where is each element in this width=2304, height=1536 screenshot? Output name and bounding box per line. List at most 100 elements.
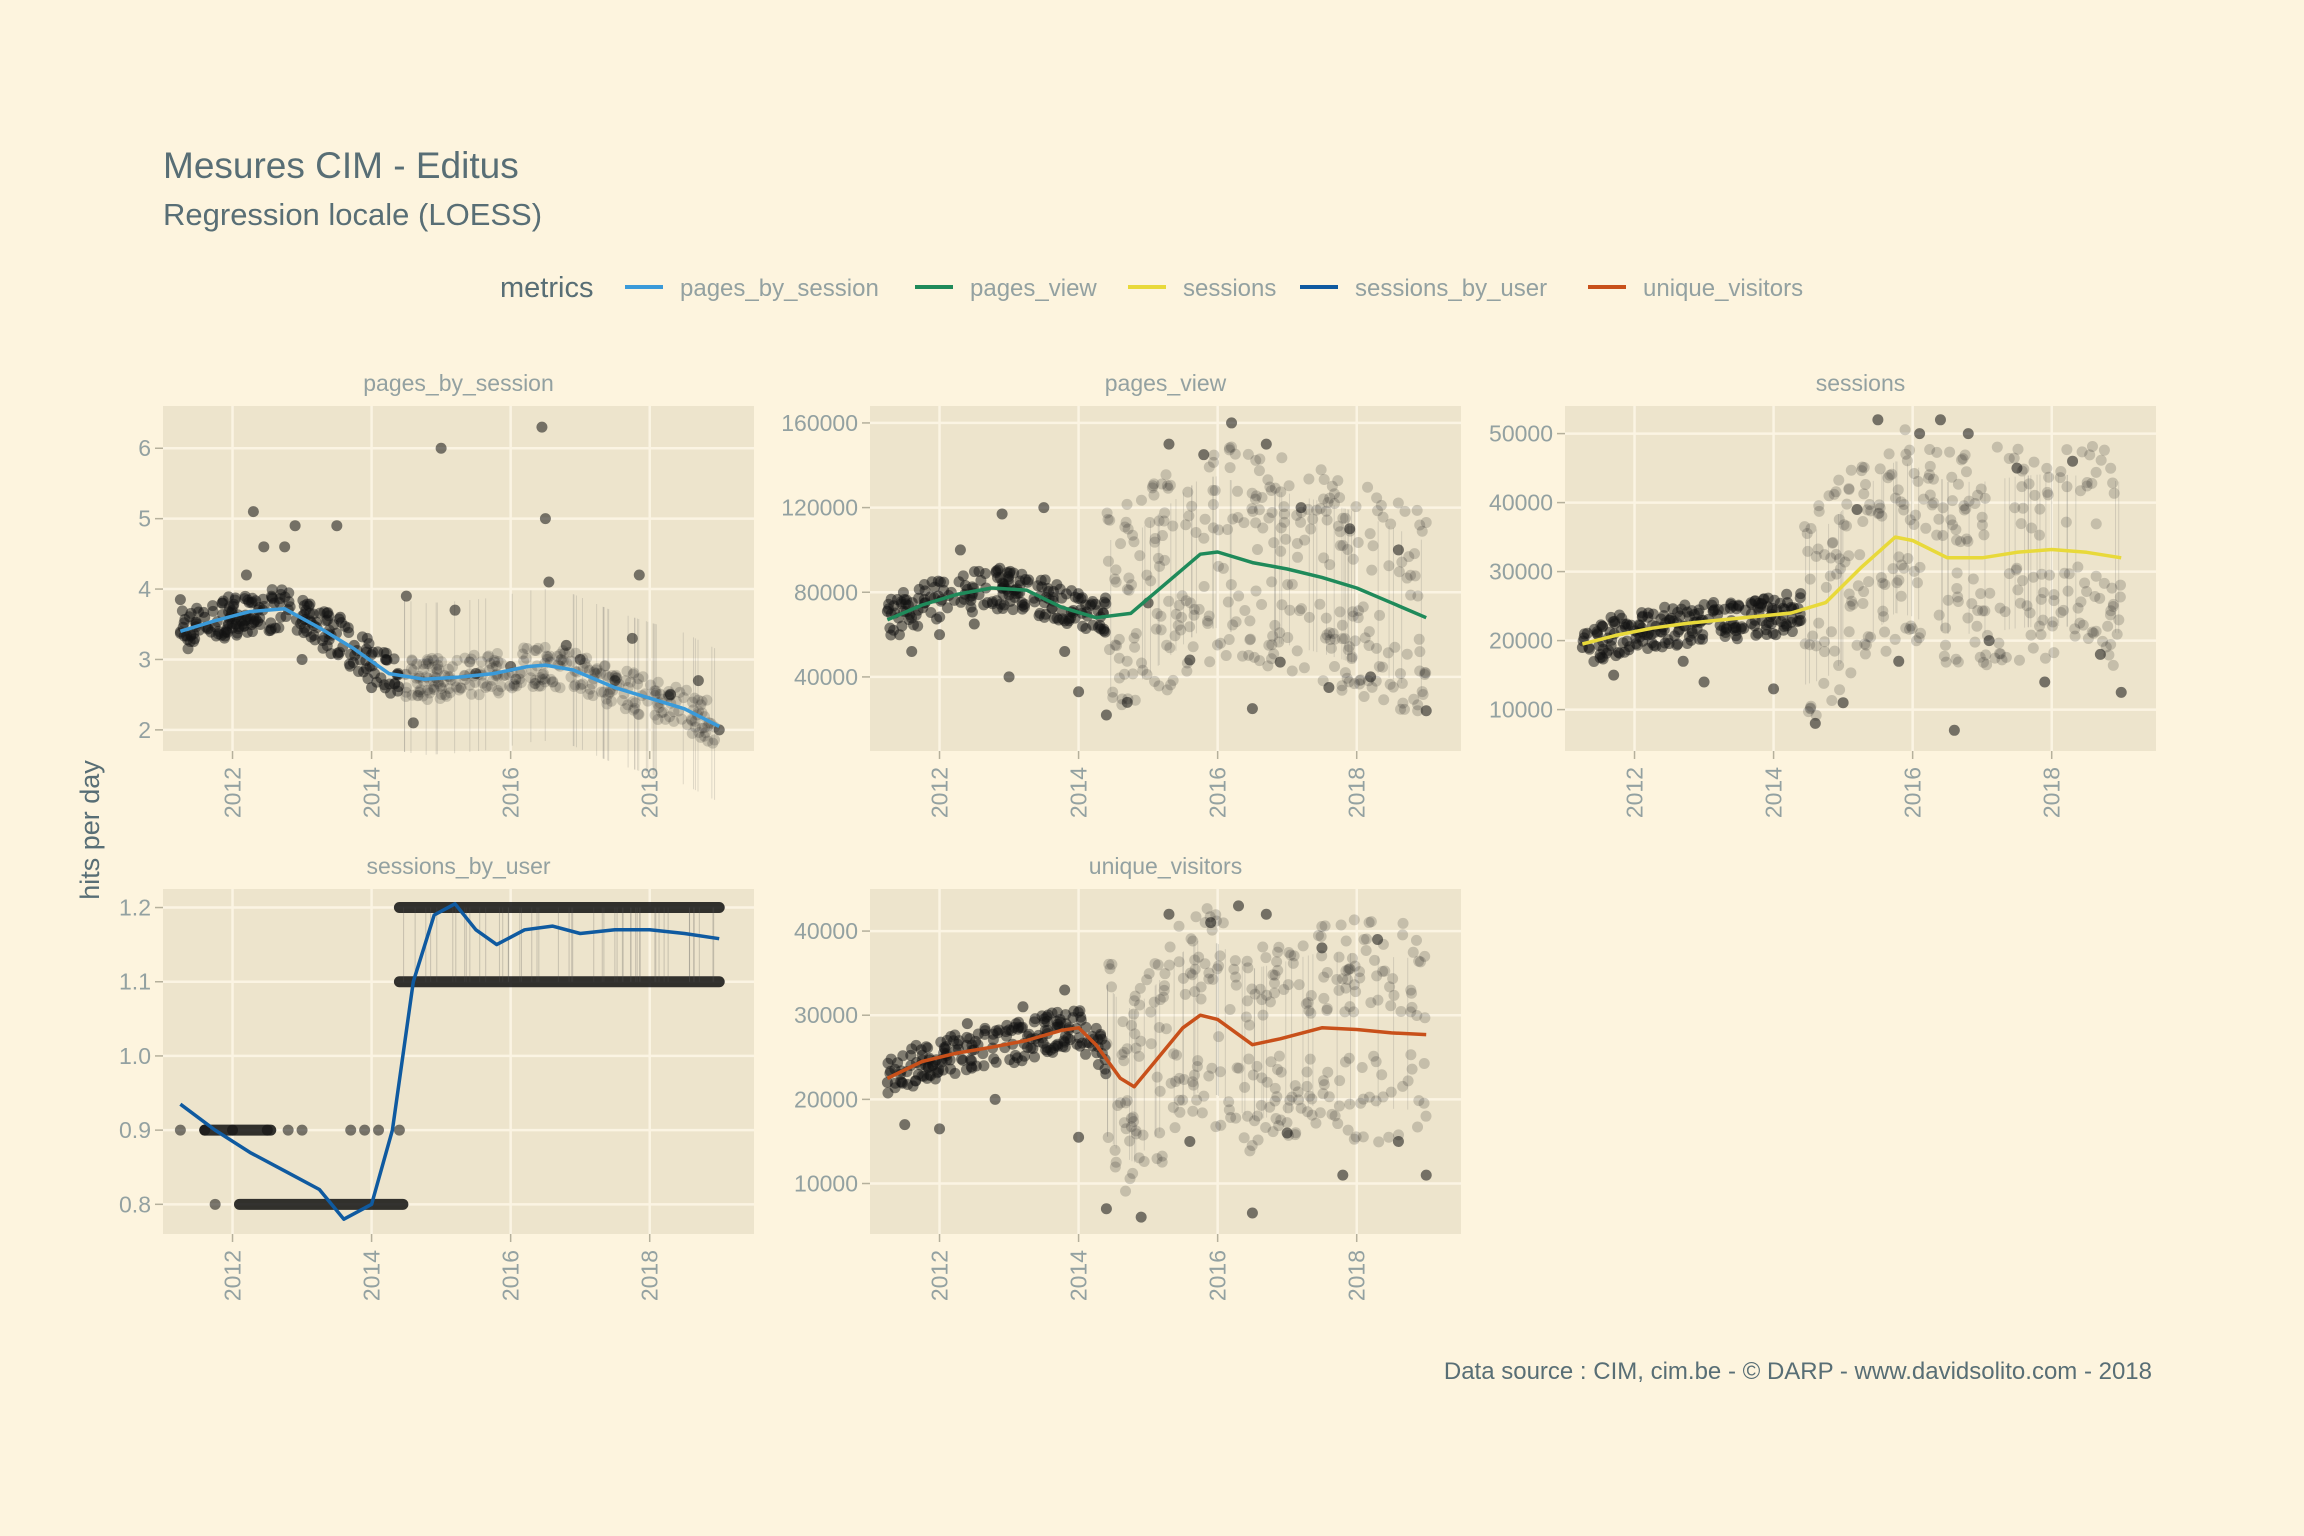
observation-point (1272, 964, 1284, 976)
observation-point (1118, 1117, 1130, 1129)
observation-point (432, 652, 444, 664)
observation-point (1242, 962, 1254, 974)
observation-point (207, 600, 219, 612)
observation-point (1385, 1000, 1397, 1012)
observation-point (652, 676, 664, 688)
observation-point (979, 1025, 991, 1037)
data-point-7 (345, 1124, 357, 1136)
observation-point (1597, 621, 1609, 633)
panel-background (870, 406, 1461, 751)
observation-point (1323, 1091, 1335, 1103)
observation-point (1795, 614, 1807, 626)
observation-point (1893, 574, 1905, 586)
observation-point (454, 682, 466, 694)
observation-point (2098, 444, 2110, 456)
observation-point (1280, 533, 1292, 545)
observation-point (925, 607, 937, 619)
observation-point (600, 693, 612, 705)
observation-point (468, 649, 480, 661)
observation-point (508, 678, 520, 690)
observation-point (1944, 446, 1956, 458)
observation-point (1952, 591, 1964, 603)
observation-point (599, 660, 611, 672)
panel-background (1565, 406, 2156, 751)
x-tick-label: 2018 (1344, 767, 1370, 818)
observation-point (544, 650, 556, 662)
observation-point (1273, 636, 1285, 648)
observation-point (1955, 454, 1967, 466)
observation-point (1337, 973, 1349, 985)
observation-point (702, 735, 714, 747)
observation-point (1316, 921, 1328, 933)
observation-point (1184, 597, 1196, 609)
observation-point (1268, 648, 1280, 660)
observation-point (998, 599, 1010, 611)
observation-point (1050, 1040, 1062, 1052)
observation-point (1950, 653, 1962, 665)
observation-point (2090, 625, 2102, 637)
observation-point (1326, 1108, 1338, 1120)
observation-point (1872, 508, 1884, 520)
observation-point (1188, 1069, 1200, 1081)
observation-point (633, 673, 645, 685)
observation-point (1406, 987, 1418, 999)
observation-point (627, 668, 639, 680)
observation-point (1224, 1004, 1236, 1016)
observation-point (510, 673, 522, 685)
observation-point (1149, 675, 1161, 687)
observation-point (1403, 551, 1415, 563)
observation-point (1156, 1150, 1168, 1162)
observation-point (1341, 974, 1353, 986)
observation-point (1876, 510, 1888, 522)
observation-point (1176, 590, 1188, 602)
observation-point (1984, 587, 1996, 599)
observation-point (484, 657, 496, 669)
observation-point (1336, 619, 1348, 631)
observation-point (2075, 596, 2087, 608)
observation-point (1408, 693, 1420, 705)
facet-strip-label: pages_view (1105, 370, 1227, 396)
observation-point (1207, 973, 1219, 985)
data-point-9 (373, 1124, 385, 1136)
observation-point (1120, 1185, 1132, 1197)
x-tick-label: 2014 (359, 1250, 385, 1301)
observation-point (1041, 1046, 1053, 1058)
observation-point (1296, 603, 1308, 615)
observation-point (1322, 1066, 1334, 1078)
observation-point (1341, 672, 1353, 684)
observation-point (960, 1064, 972, 1076)
observation-point (1016, 1055, 1028, 1067)
observation-point (1406, 1063, 1418, 1075)
observation-point (1187, 1076, 1199, 1088)
observation-point (1230, 1112, 1242, 1124)
observation-point (2088, 627, 2100, 639)
data-point-8 (1059, 646, 1071, 658)
observation-point (415, 684, 427, 696)
observation-point (1347, 553, 1359, 565)
observation-point (1129, 990, 1141, 1002)
observation-point (1993, 637, 2005, 649)
observation-point (1344, 963, 1356, 975)
observation-point (1249, 493, 1261, 505)
observation-point (885, 593, 897, 605)
observation-point (1979, 492, 1991, 504)
observation-point (2090, 466, 2102, 478)
observation-point (1195, 981, 1207, 993)
observation-point (700, 727, 712, 739)
observation-point (1250, 517, 1262, 529)
observation-point (933, 1063, 945, 1075)
observation-point (480, 681, 492, 693)
observation-point (2079, 577, 2091, 589)
observation-point (1830, 548, 1842, 560)
observation-point (1029, 596, 1041, 608)
observation-point (1106, 981, 1118, 993)
observation-point (1401, 572, 1413, 584)
observation-point (520, 652, 532, 664)
observation-point (517, 648, 529, 660)
observation-point (1971, 620, 1983, 632)
loess-trend-line (179, 607, 720, 728)
observation-point (1302, 1106, 1314, 1118)
observation-point (1394, 668, 1406, 680)
observation-point (1290, 1127, 1302, 1139)
observation-point (1826, 694, 1838, 706)
